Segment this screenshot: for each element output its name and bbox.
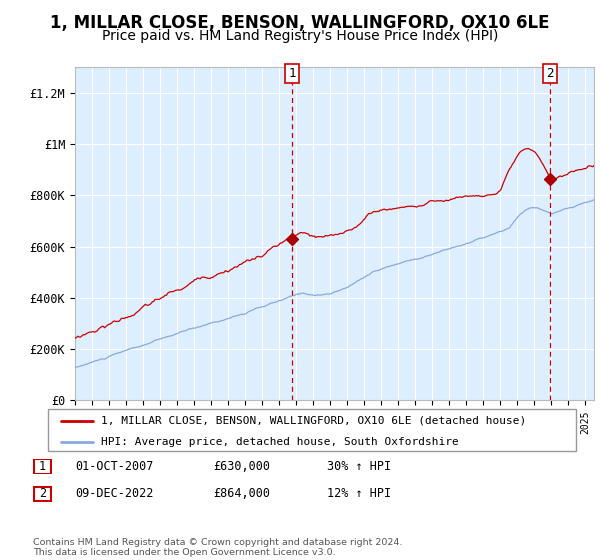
Text: 30% ↑ HPI: 30% ↑ HPI: [327, 460, 391, 473]
Text: Contains HM Land Registry data © Crown copyright and database right 2024.
This d: Contains HM Land Registry data © Crown c…: [33, 538, 403, 557]
Text: 01-OCT-2007: 01-OCT-2007: [75, 460, 154, 473]
FancyBboxPatch shape: [34, 487, 51, 501]
Text: 2: 2: [39, 487, 46, 501]
Text: Price paid vs. HM Land Registry's House Price Index (HPI): Price paid vs. HM Land Registry's House …: [102, 29, 498, 43]
Text: £864,000: £864,000: [213, 487, 270, 501]
Text: £630,000: £630,000: [213, 460, 270, 473]
Text: 12% ↑ HPI: 12% ↑ HPI: [327, 487, 391, 501]
FancyBboxPatch shape: [48, 409, 576, 451]
FancyBboxPatch shape: [34, 459, 51, 474]
Text: 1: 1: [288, 67, 296, 80]
Text: 1, MILLAR CLOSE, BENSON, WALLINGFORD, OX10 6LE (detached house): 1, MILLAR CLOSE, BENSON, WALLINGFORD, OX…: [101, 416, 526, 426]
Text: 1: 1: [39, 460, 46, 473]
Text: 09-DEC-2022: 09-DEC-2022: [75, 487, 154, 501]
Text: 1, MILLAR CLOSE, BENSON, WALLINGFORD, OX10 6LE: 1, MILLAR CLOSE, BENSON, WALLINGFORD, OX…: [50, 14, 550, 32]
Text: HPI: Average price, detached house, South Oxfordshire: HPI: Average price, detached house, Sout…: [101, 437, 458, 446]
Text: 2: 2: [547, 67, 554, 80]
